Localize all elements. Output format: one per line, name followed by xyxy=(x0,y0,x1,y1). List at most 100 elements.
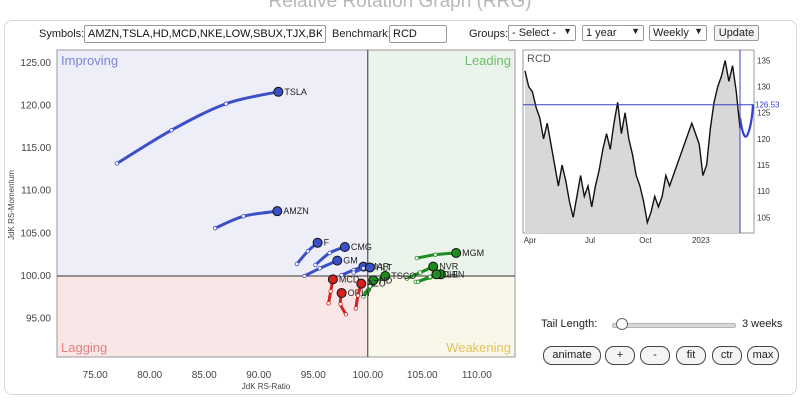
tail-point xyxy=(433,252,438,257)
quadrant-label-weakening: Weakening xyxy=(446,340,511,355)
tail-gm: GM xyxy=(302,255,358,279)
rcd-y-tick-label: 135 xyxy=(757,56,771,65)
rcd-y-tick-label: 120 xyxy=(757,135,771,144)
rcd-x-tick-label: 2023 xyxy=(692,236,710,245)
symbol-label-tsla: TSLA xyxy=(284,87,307,97)
tail-point xyxy=(339,272,344,278)
tail-point xyxy=(327,250,332,256)
tail-length-value: 3 weeks xyxy=(742,318,783,330)
symbol-label-f: F xyxy=(324,238,330,248)
rcd-x-tick-label: Jul xyxy=(585,236,595,245)
quadrant-lagging xyxy=(57,275,368,357)
symbol-label-azo: AZO xyxy=(367,279,386,289)
tail-mcd: MCD xyxy=(326,274,360,306)
tail-point xyxy=(241,214,246,219)
tail-point xyxy=(305,249,311,254)
head-point-cmg xyxy=(339,241,350,252)
tail-point xyxy=(415,279,421,285)
tail-point xyxy=(114,161,120,166)
chevron-down-icon: ▼ xyxy=(563,26,572,36)
chevron-down-icon: ▼ xyxy=(631,26,640,36)
tail-point xyxy=(351,270,356,275)
symbol-label-nvr: NVR xyxy=(439,262,459,272)
tail-dhi: DHI xyxy=(415,269,458,285)
x-tick-label: 105.00 xyxy=(407,370,438,381)
symbol-label-hd: HD xyxy=(379,275,392,285)
tail-point xyxy=(326,301,331,306)
head-point-tsco xyxy=(380,270,391,281)
quadrant-label-leading: Leading xyxy=(465,53,511,68)
tail-point xyxy=(338,301,343,307)
head-point-hd xyxy=(368,275,379,286)
head-point-amzn xyxy=(272,206,283,217)
groups-select[interactable]: - Select - ▼ xyxy=(508,25,576,41)
tail-point xyxy=(317,266,323,271)
tail-hlt: HLT xyxy=(351,262,393,275)
symbol-label-mgm: MGM xyxy=(462,248,484,258)
center-button[interactable]: ctr xyxy=(712,346,742,365)
head-point-azo xyxy=(356,278,367,289)
fit-button[interactable]: fit xyxy=(676,346,706,365)
tail-length-slider-track[interactable] xyxy=(612,323,736,328)
tail-length-slider-handle[interactable] xyxy=(615,318,628,330)
head-point-gm xyxy=(332,255,343,266)
groups-label: Groups: xyxy=(469,28,509,40)
y-tick-label: 115.00 xyxy=(21,143,51,154)
tail-point xyxy=(355,293,361,298)
head-point-hlt xyxy=(364,262,375,273)
period-select[interactable]: 1 year ▼ xyxy=(582,25,644,41)
frequency-select[interactable]: Weekly ▼ xyxy=(649,25,707,41)
maximize-button[interactable]: max xyxy=(747,346,779,365)
y-tick-label: 120.00 xyxy=(20,100,51,111)
rcd-x-tick-label: Apr xyxy=(524,236,537,245)
tail-point xyxy=(343,312,349,317)
tail-amzn: AMZN xyxy=(212,206,309,231)
groups-select-value: - Select - xyxy=(512,27,557,39)
tail-point xyxy=(427,274,433,280)
plot-border xyxy=(56,49,516,358)
quadrant-label-lagging: Lagging xyxy=(61,340,107,355)
zoom-out-button[interactable]: - xyxy=(640,346,670,365)
tail-point xyxy=(404,276,410,281)
y-tick-label: 95.00 xyxy=(26,314,51,325)
symbol-label-mar: MAR xyxy=(369,262,390,272)
tail-point xyxy=(212,226,218,231)
y-tick-label: 110.00 xyxy=(21,186,51,197)
symbol-label-len: LEN xyxy=(447,269,465,279)
tail-point xyxy=(328,289,333,294)
y-tick-label: 105.00 xyxy=(20,228,51,239)
symbol-label-mcd: MCD xyxy=(339,274,360,284)
head-point-f xyxy=(312,237,323,248)
symbol-label-gm: GM xyxy=(343,256,358,266)
tail-line-tsla xyxy=(115,90,280,165)
animate-button[interactable]: animate xyxy=(543,346,601,365)
tail-f: F xyxy=(294,237,330,267)
tail-point xyxy=(367,284,373,289)
tail-length-control: Tail Length: xyxy=(541,318,597,330)
head-point-tsla xyxy=(273,86,284,97)
symbol-label-cmg: CMG xyxy=(351,242,372,252)
quadrant-leading xyxy=(367,50,515,276)
update-button[interactable]: Update xyxy=(714,25,759,41)
benchmark-label: Benchmark: xyxy=(332,28,391,40)
symbol-label-hlt: HLT xyxy=(376,262,393,272)
quadrant-label-improving: Improving xyxy=(61,53,118,68)
symbols-input[interactable] xyxy=(84,25,326,43)
tail-length-label: Tail Length: xyxy=(541,318,598,330)
rcd-last-value-label: 126.53 xyxy=(755,101,780,110)
rcd-y-tick-label: 115 xyxy=(757,161,770,170)
head-point-orly xyxy=(336,288,347,299)
y-axis-label: JdK RS-Momentum xyxy=(7,170,16,240)
period-select-value: 1 year xyxy=(586,27,617,39)
rcd-y-tick-label: 125 xyxy=(757,109,771,118)
tail-point xyxy=(169,127,174,133)
zoom-in-button[interactable]: + xyxy=(605,346,635,365)
benchmark-input[interactable] xyxy=(389,25,447,43)
x-tick-label: 75.00 xyxy=(83,370,108,381)
tail-point xyxy=(361,266,366,271)
rcd-extension-line xyxy=(738,104,755,138)
page-title: Relative Rotation Graph (RRG) xyxy=(268,0,532,12)
x-tick-label: 110.00 xyxy=(462,370,492,381)
tail-point xyxy=(313,262,318,268)
